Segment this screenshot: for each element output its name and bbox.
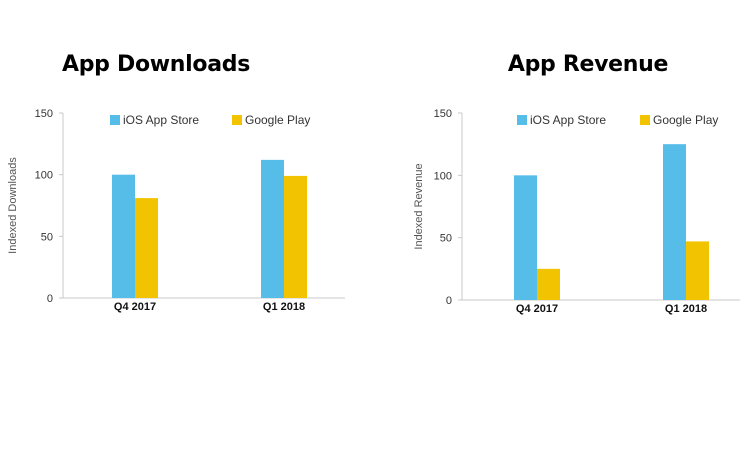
revenue-y-tick-label: 50 xyxy=(440,233,452,245)
revenue-bar-google-0 xyxy=(537,268,560,300)
revenue-x-tick-label: Q1 2018 xyxy=(665,303,707,315)
downloads-y-axis-label: Indexed Downloads xyxy=(7,157,19,254)
downloads-bar-google-0 xyxy=(135,198,158,298)
revenue-legend-swatch-0 xyxy=(517,115,527,125)
downloads-legend-label-0: iOS App Store xyxy=(123,113,199,127)
downloads-y-tick-label: 50 xyxy=(41,231,53,243)
downloads-y-tick-label: 150 xyxy=(35,108,53,120)
downloads-legend-swatch-0 xyxy=(110,115,120,125)
revenue-y-tick-label: 0 xyxy=(446,295,452,307)
revenue-bar-ios-0 xyxy=(514,175,537,300)
revenue-chart: App Revenue 0 50 100 150 Indexed Revenue iOS … xyxy=(400,0,740,330)
downloads-chart-title: App Downloads xyxy=(62,52,250,77)
revenue-bar-ios-1 xyxy=(663,144,686,300)
downloads-legend-label-1: Google Play xyxy=(245,113,310,127)
downloads-y-tick-label: 0 xyxy=(47,293,53,305)
downloads-y-tick-label: 100 xyxy=(35,170,53,182)
downloads-chart-plot: 0 50 100 150 Indexed Downloads iOS App Store G… xyxy=(7,108,345,313)
downloads-bar-ios-0 xyxy=(112,174,135,298)
revenue-chart-plot: 0 50 100 150 Indexed Revenue iOS App Store Goo… xyxy=(413,108,740,315)
revenue-y-axis-label: Indexed Revenue xyxy=(413,163,425,249)
downloads-bar-ios-1 xyxy=(261,159,284,298)
revenue-y-tick-label: 150 xyxy=(434,108,452,120)
downloads-x-tick-label: Q1 2018 xyxy=(263,301,305,313)
downloads-x-tick-label: Q4 2017 xyxy=(114,301,156,313)
revenue-legend-label-1: Google Play xyxy=(653,113,718,127)
revenue-bar-google-1 xyxy=(686,241,709,300)
downloads-bar-google-1 xyxy=(284,175,307,298)
revenue-x-tick-label: Q4 2017 xyxy=(516,303,558,315)
revenue-legend-swatch-1 xyxy=(640,115,650,125)
downloads-chart: App Downloads 0 50 100 150 Indexed Downloads… xyxy=(0,0,345,330)
revenue-chart-title: App Revenue xyxy=(507,52,669,77)
revenue-y-tick-label: 100 xyxy=(434,170,452,182)
downloads-legend-swatch-1 xyxy=(232,115,242,125)
revenue-legend-label-0: iOS App Store xyxy=(530,113,606,127)
